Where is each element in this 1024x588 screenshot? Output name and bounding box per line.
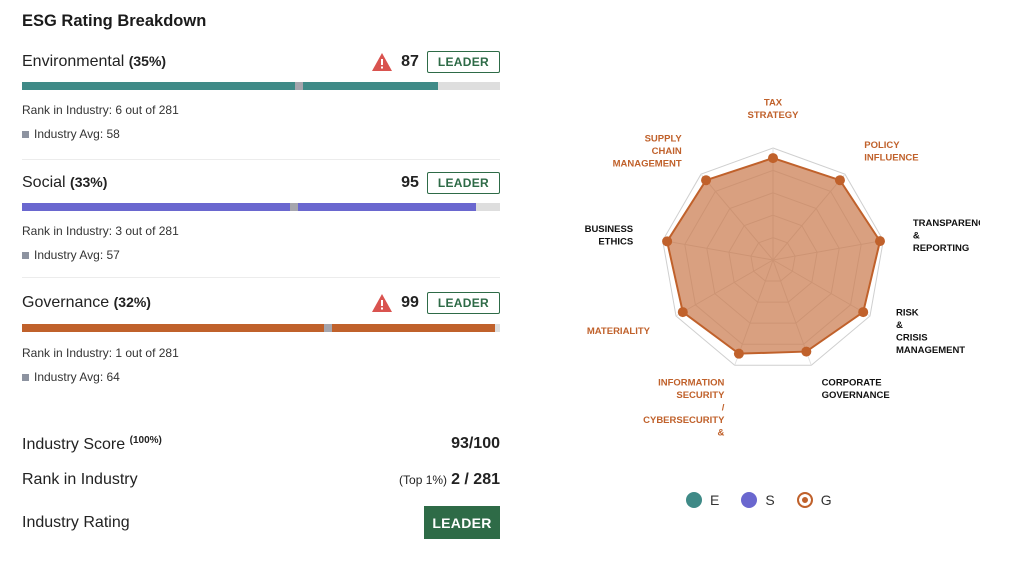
section-name: Social	[22, 174, 66, 191]
legend-g-icon	[796, 492, 813, 508]
leader-badge: LEADER	[426, 51, 500, 73]
industry-score-weight: (100%)	[129, 435, 162, 446]
rank-value: 2 / 281	[451, 471, 500, 488]
section-score: 95	[401, 174, 419, 191]
score-bar-fill	[22, 324, 496, 332]
radar-point[interactable]	[701, 175, 712, 186]
radar-axis-label: CORPORATE GOVERNANCE	[822, 377, 890, 401]
score-bar	[22, 324, 500, 332]
radar-axis-label: TAX STRATEGY	[747, 98, 799, 122]
section-environmental: Environmental (35%) 87 LEADER Rank in In…	[22, 51, 500, 141]
divider	[22, 277, 500, 278]
section-name: Governance	[22, 294, 110, 311]
radar-axis-label: SUPPLY CHAIN MANAGEMENT	[613, 134, 683, 170]
industry-score-row: Industry Score (100%) 93/100	[22, 429, 500, 459]
radar-axis-label: RISK & CRISIS MANAGEMENT	[896, 307, 965, 356]
section-governance: Governance (32%) 99 LEADER Rank in Indus…	[22, 292, 500, 384]
rank-in-industry: Rank in Industry: 3 out of 281	[22, 224, 179, 238]
rank-in-industry: Rank in Industry: 1 out of 281	[22, 346, 179, 360]
radar-axis-label: BUSINESS ETHICS	[585, 224, 634, 248]
section-social: Social (33%) 95 LEADER Rank in Industry:…	[22, 172, 500, 262]
rank-in-industry: Rank in Industry: 6 out of 281	[22, 103, 179, 117]
chart-legend: E S G	[686, 492, 832, 508]
industry-avg: Industry Avg: 64	[34, 370, 120, 384]
industry-score-label: Industry Score	[22, 436, 126, 453]
legend-e-icon	[686, 492, 702, 508]
radar-point[interactable]	[834, 175, 845, 186]
radar-axis-label: POLICY INFLUENCE	[864, 140, 918, 164]
leader-badge: LEADER	[426, 172, 500, 194]
warning-icon[interactable]	[371, 52, 393, 72]
divider	[22, 159, 500, 160]
industry-avg-marker	[323, 324, 332, 332]
legend-label: S	[765, 492, 775, 508]
radar-point[interactable]	[858, 307, 869, 318]
legend-label: E	[710, 492, 720, 508]
industry-avg: Industry Avg: 58	[34, 127, 120, 141]
section-weight: (33%)	[70, 174, 108, 190]
warning-icon[interactable]	[371, 293, 393, 313]
radar-grid-ring	[662, 147, 884, 366]
industry-rating-button[interactable]: LEADER	[424, 506, 500, 539]
industry-avg-marker	[290, 203, 299, 211]
industry-rating-row: Industry Rating LEADER	[22, 506, 500, 540]
industry-avg-marker	[295, 82, 304, 90]
section-name: Environmental	[22, 53, 125, 70]
radar-series-g	[666, 157, 882, 355]
leader-badge: LEADER	[426, 292, 500, 314]
industry-rating-label: Industry Rating	[22, 514, 130, 531]
radar-point[interactable]	[768, 153, 778, 164]
rank-row: Rank in Industry (Top 1%) 2 / 281	[22, 465, 500, 495]
radar-axis-label: INFORMATIONSECURITY/CYBERSECURITY&SYSTEM…	[643, 377, 725, 440]
score-bar	[22, 203, 500, 211]
radar-point[interactable]	[677, 307, 688, 318]
radar-point[interactable]	[874, 236, 885, 247]
legend-label: G	[820, 492, 832, 508]
section-weight: (32%)	[113, 294, 151, 310]
radar-axis-label: TRANSPARENCY&REPORTING	[913, 218, 980, 254]
radar-point[interactable]	[733, 348, 744, 359]
legend-item-g[interactable]: G	[796, 492, 832, 508]
avg-swatch-icon	[22, 130, 29, 138]
legend-item-e[interactable]: E	[686, 492, 719, 508]
score-bar-fill	[22, 82, 438, 90]
section-score: 99	[401, 294, 419, 311]
avg-swatch-icon	[22, 251, 29, 259]
score-bar-fill	[22, 203, 477, 211]
legend-item-s[interactable]: S	[741, 492, 775, 508]
page-title: ESG Rating Breakdown	[22, 12, 207, 30]
rank-label: Rank in Industry	[22, 471, 138, 488]
industry-avg: Industry Avg: 57	[34, 248, 120, 262]
score-bar	[22, 82, 500, 90]
section-score: 87	[401, 53, 419, 70]
radar-point[interactable]	[662, 236, 673, 247]
industry-score-value: 93/100	[451, 435, 500, 452]
radar-axis-label: MATERIALITY	[587, 326, 651, 337]
avg-swatch-icon	[22, 373, 29, 381]
radar-point[interactable]	[801, 346, 812, 357]
legend-s-icon	[741, 492, 758, 508]
section-weight: (35%)	[128, 53, 167, 69]
rank-prefix: (Top 1%)	[399, 473, 448, 487]
